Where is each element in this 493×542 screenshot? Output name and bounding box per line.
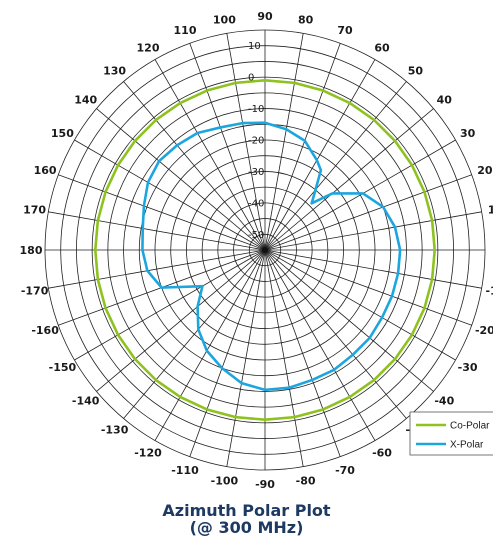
angle-tick-label: -140 <box>72 394 100 407</box>
chart-title: Azimuth Polar Plot <box>162 501 331 520</box>
grid-spoke <box>264 249 304 467</box>
series-layer <box>93 78 437 422</box>
grid-spoke <box>48 211 266 251</box>
grid-spoke <box>264 249 376 441</box>
grid-spoke <box>123 249 266 419</box>
grid-spoke <box>48 249 266 289</box>
grid-spoke <box>264 81 407 251</box>
angle-tick-label: -100 <box>211 474 239 487</box>
angle-tick-label: 100 <box>213 14 236 27</box>
angle-tick-label: -20 <box>475 324 493 337</box>
grid-spoke <box>264 43 341 251</box>
legend-entry: Co-Polar <box>450 421 490 432</box>
grid-spoke <box>154 249 266 441</box>
angle-tick-label: 10 <box>488 203 493 216</box>
angle-tick-label: 140 <box>74 94 97 107</box>
grid-spoke <box>226 249 266 467</box>
grid-spoke <box>74 139 266 251</box>
angle-tick-label: 50 <box>408 65 424 78</box>
radial-tick-label: -10 <box>248 104 264 115</box>
grid-spoke <box>74 249 266 361</box>
angle-tick-label: -130 <box>101 423 129 436</box>
radial-tick-label: -20 <box>248 136 264 147</box>
grid-spoke <box>58 174 266 251</box>
grid-spoke <box>264 249 341 457</box>
series-line-x-polar <box>141 121 402 392</box>
chart-subtitle: (@ 300 MHz) <box>189 518 304 537</box>
angle-tick-label: -30 <box>458 361 478 374</box>
radial-tick-label: -50 <box>248 230 264 241</box>
grid-spoke <box>96 249 266 392</box>
plot-center <box>262 247 268 253</box>
angle-tick-label: -80 <box>296 474 316 487</box>
angle-tick-label: 20 <box>477 164 493 177</box>
angle-tick-label: 130 <box>103 65 126 78</box>
grid-spoke <box>264 108 434 251</box>
grid-spoke <box>189 249 266 457</box>
chart-caption: Azimuth Polar Plot (@ 300 MHz) <box>0 502 493 536</box>
series-line-co-polar <box>93 78 437 422</box>
angle-tick-label: -60 <box>372 447 392 460</box>
grid-spoke <box>264 249 456 361</box>
grid-spoke <box>264 33 304 251</box>
angle-tick-label: 90 <box>257 10 273 23</box>
angle-tick-label: -110 <box>171 464 199 477</box>
angle-tick-label: 40 <box>437 94 453 107</box>
angle-tick-label: 110 <box>174 24 197 37</box>
angle-tick-label: 180 <box>20 244 43 257</box>
angle-tick-label: -170 <box>21 285 49 298</box>
angle-tick-label: -70 <box>335 464 355 477</box>
radial-tick-label: 10 <box>248 41 261 52</box>
grid-spoke <box>264 211 482 251</box>
grid-spoke <box>264 249 407 419</box>
angle-tick-label: -10 <box>485 285 493 298</box>
grid-spoke <box>96 108 266 251</box>
angle-tick-label: 120 <box>137 41 160 54</box>
grid-spoke <box>264 249 482 289</box>
angle-tick-label: 150 <box>51 127 74 140</box>
legend: Co-Polar X-Polar <box>409 411 493 456</box>
angle-tick-label: 160 <box>34 164 57 177</box>
angle-tick-label: -150 <box>49 361 77 374</box>
angle-tick-label: 70 <box>337 24 353 37</box>
legend-entry: X-Polar <box>450 440 484 451</box>
radial-tick-label: -40 <box>248 198 264 209</box>
axis-labels: 0 10 20 30 40 50 60 70 80 90 100 110 120 130 140 150 160… <box>20 10 493 491</box>
angle-tick-label: 80 <box>298 14 314 27</box>
grid-spoke <box>264 174 472 251</box>
grid-spoke <box>123 81 266 251</box>
angle-tick-label: -160 <box>31 324 59 337</box>
angle-tick-label: -120 <box>134 447 162 460</box>
grid-spoke <box>264 59 376 251</box>
polar-grid <box>44 29 486 471</box>
grid-spoke <box>154 59 266 251</box>
radial-tick-label: 0 <box>248 73 254 84</box>
legend-box <box>409 411 493 456</box>
grid-spoke <box>264 139 456 251</box>
grid-spoke <box>264 249 434 392</box>
radial-tick-label: -30 <box>248 167 264 178</box>
grid-spoke <box>264 249 472 326</box>
angle-tick-label: -90 <box>255 478 275 491</box>
grid-spoke <box>189 43 266 251</box>
angle-tick-label: 30 <box>460 127 476 140</box>
angle-tick-label: -40 <box>434 394 454 407</box>
angle-tick-label: 170 <box>23 203 46 216</box>
azimuth-polar-plot: 0 10 20 30 40 50 60 70 80 90 100 110 120 130 140 150 160… <box>20 10 493 491</box>
grid-spoke <box>226 33 266 251</box>
angle-tick-label: 60 <box>374 41 390 54</box>
